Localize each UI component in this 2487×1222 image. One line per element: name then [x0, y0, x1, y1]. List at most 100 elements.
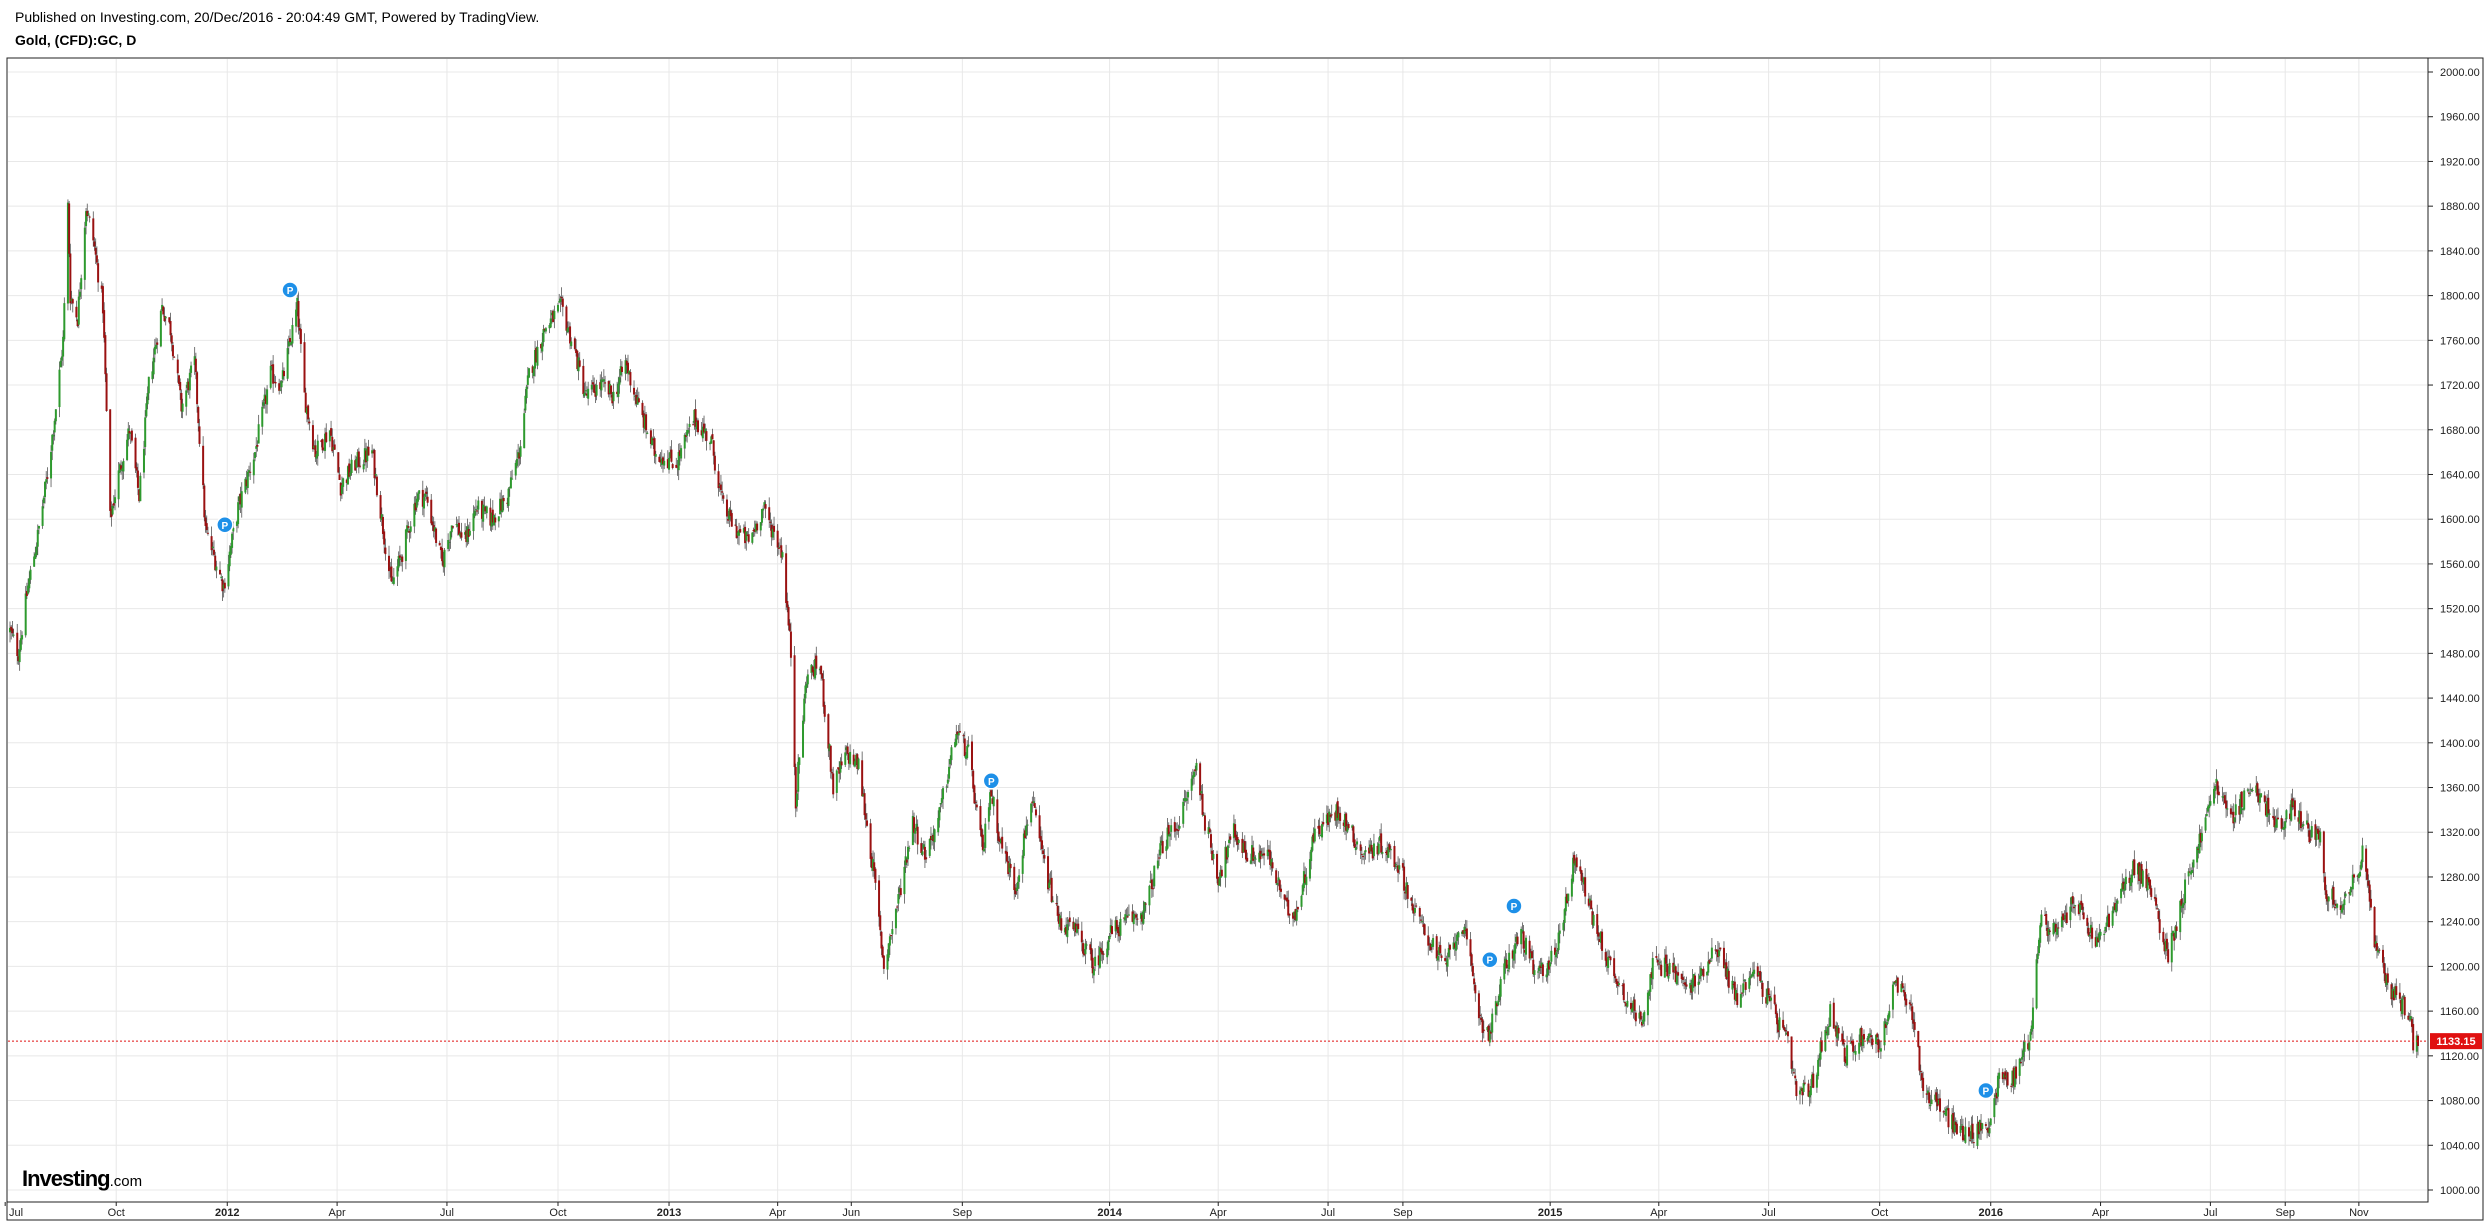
candle-body [1388, 844, 1391, 850]
event-marker[interactable] [281, 281, 299, 299]
candle-body [2184, 879, 2187, 904]
candle-body [1369, 844, 1372, 852]
candle-body [541, 342, 544, 352]
candle-body [1286, 897, 1289, 902]
candle-body [864, 813, 867, 820]
candle-body [1643, 1011, 1646, 1022]
candle-body [307, 405, 310, 420]
candle-body [1777, 1023, 1780, 1033]
candle-body [71, 299, 74, 304]
candle-body [2062, 913, 2065, 921]
candle-body [620, 366, 623, 373]
candle-body [728, 508, 731, 520]
candle-body [1963, 1137, 1966, 1141]
candle-body [1336, 801, 1339, 818]
candle-body [916, 826, 919, 845]
candle-body [2410, 1018, 2413, 1027]
candle-body [1843, 1047, 1846, 1062]
candle-body [51, 434, 54, 451]
candle-body [1776, 1013, 1779, 1025]
candle-body [1511, 950, 1514, 959]
candle-body [1001, 836, 1004, 849]
candle-body [670, 449, 673, 462]
candle-body [2054, 924, 2057, 932]
candle-body [442, 560, 445, 567]
candle-body [1634, 1012, 1637, 1022]
candle-body [1423, 924, 1426, 936]
candle-body [401, 556, 404, 562]
candle-body [2086, 917, 2089, 926]
candle-body [1072, 921, 1075, 930]
price-axis[interactable]: 2000.001960.001920.001880.001840.001800.… [2428, 67, 2480, 1197]
price-tick-label: 1520.00 [2440, 604, 2480, 616]
event-marker[interactable] [1977, 1081, 1995, 1100]
candle-body [1917, 1031, 1920, 1047]
candle-body [1244, 849, 1247, 860]
candle-body [1269, 850, 1272, 865]
candle-body [264, 395, 267, 404]
candle-body [818, 668, 821, 671]
candle-body [458, 522, 461, 535]
candle-body [321, 439, 324, 451]
candle-body [2233, 817, 2236, 822]
candle-body [304, 392, 307, 413]
candle-body [717, 471, 720, 489]
candle-body [1352, 826, 1355, 843]
candle-body [52, 434, 55, 437]
candle-body [578, 360, 581, 367]
candle-body [1421, 921, 1424, 923]
candle-body [827, 714, 830, 749]
candle-body [659, 459, 662, 463]
candle-body [1166, 827, 1169, 849]
candle-body [2157, 910, 2160, 920]
candle-body [499, 498, 502, 515]
event-marker[interactable] [1481, 950, 1499, 969]
candle-body [1642, 1019, 1645, 1025]
candle-body [1208, 828, 1211, 833]
event-marker[interactable] [982, 772, 1001, 790]
candle-body [2036, 953, 2039, 960]
candle-body [764, 504, 767, 509]
candle-body [549, 318, 552, 328]
candle-body [1893, 981, 1896, 985]
candle-body [1832, 1002, 1835, 1029]
candle-body [87, 213, 90, 215]
candle-body [331, 436, 334, 452]
candle-body [1790, 1036, 1793, 1069]
candle-body [406, 525, 409, 533]
candle-body [1083, 952, 1086, 956]
candle-body [1580, 870, 1583, 881]
candle-body [756, 523, 759, 531]
candle-body [2129, 879, 2132, 887]
candle-body [1420, 919, 1423, 921]
candle-body [1284, 897, 1287, 900]
candle-body [2046, 927, 2049, 936]
event-marker[interactable] [1505, 897, 1523, 915]
candle-body [1456, 934, 1459, 941]
candle-body [582, 365, 585, 395]
candle-body [629, 372, 632, 386]
candle-body [1811, 1074, 1814, 1086]
candle-body [2052, 923, 2055, 935]
candle-body [1969, 1139, 1972, 1141]
candle-body [1742, 983, 1745, 993]
candle-body [905, 859, 908, 863]
candle-body [1161, 841, 1164, 854]
candle-body [556, 304, 559, 312]
candle-body [392, 577, 395, 584]
candle-body [1986, 1128, 1989, 1131]
time-axis[interactable]: Jul Oct 2012 Apr Jul Oct 2013 Apr Jun Sep 2014 Apr J… [4, 1202, 2369, 1219]
candle-body [847, 753, 850, 764]
candle-body [1360, 853, 1363, 855]
candle-body [239, 493, 242, 505]
candle-body [593, 384, 596, 393]
candle-body [1715, 949, 1718, 952]
candle-body [2044, 914, 2047, 916]
candle-body [1364, 850, 1367, 853]
candle-body [1988, 1128, 1991, 1134]
candle-body [1782, 1019, 1785, 1028]
event-marker[interactable] [216, 516, 234, 534]
candle-body [793, 655, 796, 768]
